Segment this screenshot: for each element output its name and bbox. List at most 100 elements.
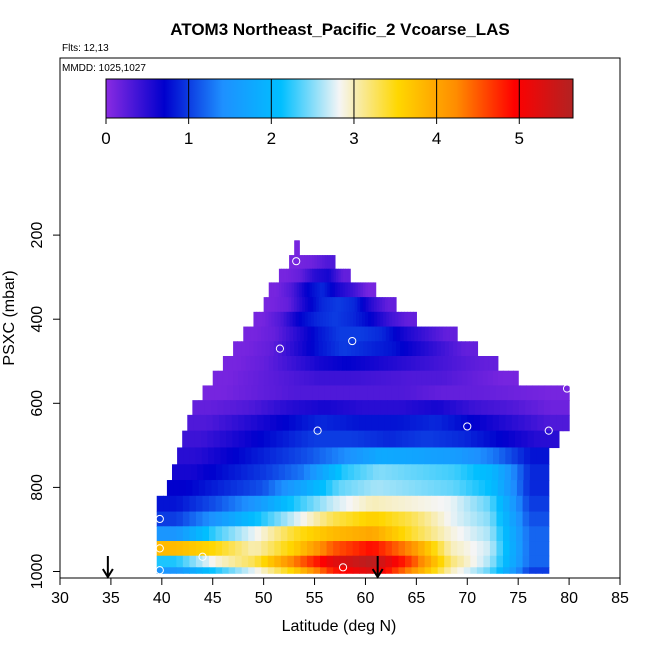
heatmap-cell bbox=[432, 341, 438, 357]
heatmap-cell bbox=[443, 447, 451, 465]
heatmap-cell bbox=[383, 355, 389, 372]
heatmap-cell bbox=[304, 370, 311, 387]
heatmap-cell bbox=[215, 464, 223, 481]
heatmap-cell bbox=[267, 555, 275, 568]
heatmap-cell bbox=[241, 541, 249, 557]
heatmap-cell bbox=[319, 447, 327, 465]
heatmap-cell bbox=[542, 541, 550, 557]
heatmap-cell bbox=[463, 495, 471, 513]
heatmap-cell bbox=[259, 464, 267, 481]
heatmap-cell bbox=[371, 326, 376, 342]
heatmap-cell bbox=[471, 385, 479, 401]
heatmap-cell bbox=[436, 341, 442, 357]
heatmap-cell bbox=[325, 311, 330, 328]
heatmap-cell bbox=[414, 430, 422, 449]
heatmap-cell bbox=[452, 355, 458, 372]
heatmap-cell bbox=[420, 430, 428, 449]
heatmap-cell bbox=[446, 480, 454, 497]
heatmap-cell bbox=[309, 355, 316, 372]
heatmap-cell bbox=[265, 311, 270, 328]
heatmap-cell bbox=[286, 326, 291, 342]
heatmap-cell bbox=[431, 555, 439, 568]
heatmap-cell bbox=[516, 480, 524, 497]
heatmap-cell bbox=[306, 282, 311, 298]
heatmap-cell bbox=[535, 541, 543, 557]
heatmap-cell bbox=[463, 526, 471, 542]
heatmap-cell bbox=[362, 297, 367, 313]
heatmap-cell bbox=[359, 511, 367, 527]
heatmap-cell bbox=[367, 341, 373, 357]
heatmap-cell bbox=[410, 326, 415, 342]
heatmap-cell bbox=[526, 385, 534, 401]
down-arrow-icon bbox=[102, 556, 114, 579]
heatmap-cell bbox=[271, 297, 276, 313]
heatmap-cell bbox=[502, 526, 511, 542]
heatmap-cell bbox=[511, 414, 519, 432]
heatmap-cell bbox=[320, 495, 328, 513]
heatmap-cell bbox=[268, 480, 276, 497]
heatmap-cell bbox=[453, 341, 458, 357]
heatmap-cell bbox=[297, 240, 300, 256]
heatmap-cell bbox=[304, 282, 308, 298]
heatmap-cell bbox=[379, 385, 387, 401]
heatmap-cell bbox=[261, 495, 269, 513]
heatmap-cell bbox=[334, 370, 341, 387]
heatmap-cell bbox=[383, 311, 387, 328]
heatmap-cell bbox=[476, 511, 484, 527]
heatmap-cell bbox=[342, 355, 348, 372]
heatmap-cell bbox=[309, 268, 313, 284]
heatmap-cell bbox=[254, 526, 262, 542]
heatmap-cell bbox=[290, 341, 295, 357]
heatmap-cell bbox=[276, 447, 283, 465]
heatmap-cell bbox=[294, 480, 302, 497]
heatmap-cell bbox=[208, 567, 217, 574]
heatmap-cell bbox=[261, 341, 267, 357]
heatmap-cell bbox=[365, 311, 369, 328]
heatmap-cell bbox=[372, 541, 380, 557]
heatmap-cell bbox=[398, 567, 406, 574]
heatmap-cell bbox=[457, 541, 465, 557]
heatmap-cell bbox=[470, 495, 478, 513]
x-tick-label: 30 bbox=[51, 590, 69, 607]
heatmap-cell bbox=[324, 400, 332, 416]
heatmap-cell bbox=[163, 541, 171, 557]
heatmap-cell bbox=[228, 495, 236, 513]
y-tick-label: 600 bbox=[29, 390, 46, 417]
heatmap-cell bbox=[404, 311, 408, 328]
heatmap-cell bbox=[288, 447, 296, 465]
heatmap-cell bbox=[385, 385, 393, 401]
heatmap-cell bbox=[406, 370, 412, 387]
heatmap-cell bbox=[421, 370, 428, 387]
heatmap-cell bbox=[307, 430, 315, 449]
y-tick-label: 400 bbox=[29, 306, 46, 333]
heatmap-cell bbox=[454, 414, 462, 432]
heatmap-cell bbox=[197, 464, 204, 481]
heatmap-cell bbox=[305, 297, 309, 313]
heatmap-cell bbox=[333, 526, 341, 542]
heatmap-cell bbox=[296, 240, 299, 256]
heatmap-cell bbox=[467, 370, 473, 387]
heatmap-cell bbox=[357, 480, 365, 497]
heatmap-cell bbox=[212, 414, 220, 432]
heatmap-cell bbox=[345, 430, 353, 449]
heatmap-cell bbox=[508, 430, 516, 449]
heatmap-cell bbox=[202, 511, 210, 527]
heatmap-cell bbox=[288, 385, 295, 401]
heatmap-cell bbox=[562, 385, 570, 401]
heatmap-cell bbox=[454, 464, 462, 481]
heatmap-cell bbox=[339, 511, 347, 527]
x-tick-label: 85 bbox=[611, 590, 629, 607]
heatmap-cell bbox=[347, 464, 355, 481]
heatmap-cell bbox=[337, 355, 343, 372]
heatmap-cell bbox=[189, 526, 197, 542]
heatmap-cell bbox=[275, 385, 283, 401]
heatmap-cell bbox=[226, 385, 234, 401]
heatmap-cell bbox=[195, 526, 204, 542]
heatmap-cell bbox=[281, 385, 289, 401]
heatmap-cell bbox=[217, 370, 224, 387]
heatmap-cell bbox=[296, 282, 300, 298]
heatmap-cells bbox=[156, 240, 570, 574]
heatmap-cell bbox=[470, 511, 478, 527]
heatmap-cell bbox=[215, 555, 223, 568]
colorbar-tick-label: 1 bbox=[184, 129, 193, 148]
